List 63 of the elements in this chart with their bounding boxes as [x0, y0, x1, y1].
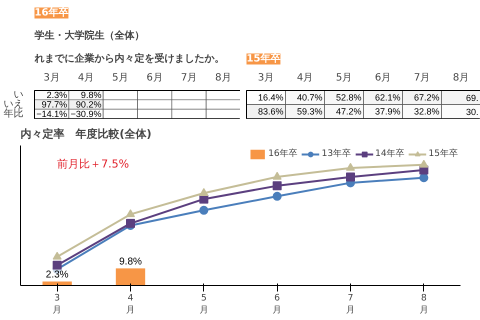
x-tick-label: 7月 — [414, 72, 430, 84]
chart-title: 16年卒 — [34, 6, 68, 18]
x-tick-label: 3月 — [43, 72, 60, 84]
point — [126, 218, 135, 228]
x-tick-label: 4 月 — [126, 294, 135, 316]
x-tick-label: 8 月 — [419, 294, 428, 316]
data-label: 32.8% — [414, 106, 440, 116]
x-tick-label: 6月 — [146, 72, 163, 84]
x-tick-label: 3 月 — [52, 294, 62, 316]
legend-label: 14年卒 — [375, 148, 405, 160]
point — [419, 160, 428, 168]
x-tick-label: 7 月 — [346, 294, 355, 316]
y-tick-label: いえ — [4, 99, 24, 110]
point — [199, 188, 208, 196]
y-tick-label: 年比 — [4, 107, 24, 120]
data-label: 47.2% — [336, 106, 362, 116]
text: れまでに企業から内々定を受けましたか。 — [34, 52, 224, 64]
chart-title: 内々定率 年度比較(全体) — [20, 128, 152, 140]
data-label: 2.3% — [46, 90, 68, 100]
data-label: 97.7% — [42, 100, 68, 110]
data-label: 9.8% — [119, 256, 142, 268]
data-label: 90.2% — [76, 100, 102, 110]
point — [52, 260, 62, 270]
data-label: 67.2% — [414, 92, 440, 102]
text: 学生・大学院生（全体） — [34, 30, 144, 42]
x-tick-label: 4月 — [78, 72, 94, 84]
x-tick-label: 8月 — [452, 72, 470, 84]
x-tick-label: 4月 — [296, 72, 314, 84]
x-tick-label: 6 月 — [272, 294, 282, 316]
data-label: 37.9% — [375, 106, 401, 116]
point — [52, 252, 62, 260]
point — [272, 181, 282, 190]
legend-label: 15年卒 — [428, 148, 458, 160]
x-tick-label: 7月 — [180, 72, 198, 84]
point — [126, 209, 135, 218]
x-tick-label: 5月 — [336, 72, 352, 84]
data-label: −30.9% — [70, 108, 102, 119]
data-label: 30. — [466, 107, 479, 117]
legend-label: 13年卒 — [322, 148, 352, 160]
data-label: 62.1% — [375, 92, 401, 102]
data-label: 16.4% — [258, 92, 284, 102]
point — [346, 172, 355, 182]
x-tick-label: 5月 — [112, 72, 129, 84]
x-tick-label: 6月 — [374, 72, 392, 84]
point — [199, 206, 208, 215]
y-tick-label: い — [14, 90, 24, 101]
data-label: 69. — [466, 93, 479, 103]
point — [346, 162, 355, 171]
data-label: −14.1% — [36, 108, 68, 119]
data-label: 83.6% — [258, 106, 284, 116]
x-tick-label: 5 月 — [199, 294, 208, 316]
data-label: 9.8% — [80, 90, 102, 100]
annotation: 前月比＋7.5% — [57, 158, 130, 171]
chart-title: 15年卒 — [246, 52, 280, 64]
x-tick-label: 3月 — [258, 72, 274, 84]
x-tick-label: 8月 — [215, 72, 232, 84]
point — [272, 172, 282, 180]
data-label: 2.3% — [46, 269, 69, 280]
data-label: 40.7% — [297, 92, 323, 102]
legend-label: 16年卒 — [268, 148, 298, 160]
data-label: 59.3% — [297, 106, 323, 116]
data-label: 52.8% — [336, 92, 362, 102]
point — [272, 192, 282, 201]
